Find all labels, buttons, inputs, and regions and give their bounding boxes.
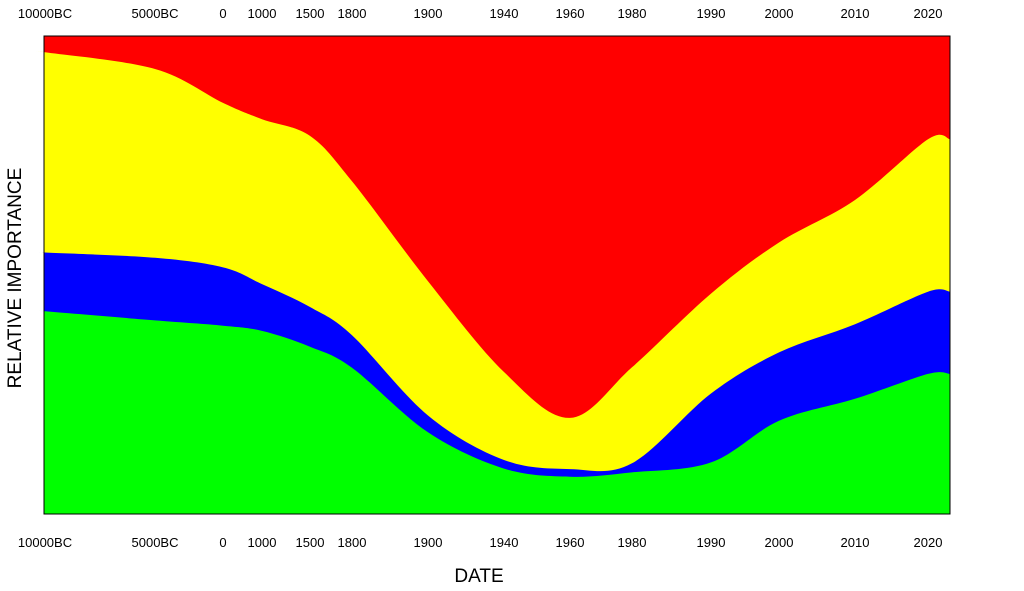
x-top-tick-label: 2010 <box>841 6 870 21</box>
area-layer-green <box>36 310 951 514</box>
x-bottom-tick-label: 1990 <box>697 535 726 550</box>
x-bottom-tick-label: 1900 <box>414 535 443 550</box>
x-bottom-tick-label: 1980 <box>618 535 647 550</box>
x-top-tick-label: 1960 <box>556 6 585 21</box>
x-bottom-tick-label: 1940 <box>490 535 519 550</box>
x-top-tick-label: 1800 <box>338 6 367 21</box>
x-top-tick-label: 2020 <box>914 6 943 21</box>
x-top-tick-label: 5000BC <box>132 6 179 21</box>
x-bottom-tick-label: 5000BC <box>132 535 179 550</box>
x-bottom-tick-label: 2010 <box>841 535 870 550</box>
x-top-tick-label: 1940 <box>490 6 519 21</box>
x-top-tick-label: 1990 <box>697 6 726 21</box>
area-layers <box>36 36 951 514</box>
x-bottom-tick-label: 0 <box>219 535 226 550</box>
x-bottom-tick-label: 1500 <box>296 535 325 550</box>
x-axis-top-ticks: 10000BC 5000BC 0 1000 1500 1800 1900 1940 1960 19… <box>18 6 943 21</box>
x-axis-title: DATE <box>454 566 503 587</box>
x-top-tick-label: 1900 <box>414 6 443 21</box>
x-top-tick-label: 1980 <box>618 6 647 21</box>
x-bottom-tick-label: 10000BC <box>18 535 72 550</box>
x-top-tick-label: 0 <box>219 6 226 21</box>
x-top-tick-label: 10000BC <box>18 6 72 21</box>
x-axis-bottom-ticks: 10000BC 5000BC 0 1000 1500 1800 1900 1940 1960 19… <box>18 535 943 550</box>
x-bottom-tick-label: 1960 <box>556 535 585 550</box>
plot-frame <box>43 35 951 515</box>
x-bottom-tick-label: 1800 <box>338 535 367 550</box>
x-top-tick-label: 2000 <box>765 6 794 21</box>
x-bottom-tick-label: 2000 <box>765 535 794 550</box>
x-bottom-tick-label: 2020 <box>914 535 943 550</box>
x-top-tick-label: 1000 <box>248 6 277 21</box>
y-axis-title: RELATIVE IMPORTANCE <box>5 168 26 389</box>
x-top-tick-label: 1500 <box>296 6 325 21</box>
x-bottom-tick-label: 1000 <box>248 535 277 550</box>
